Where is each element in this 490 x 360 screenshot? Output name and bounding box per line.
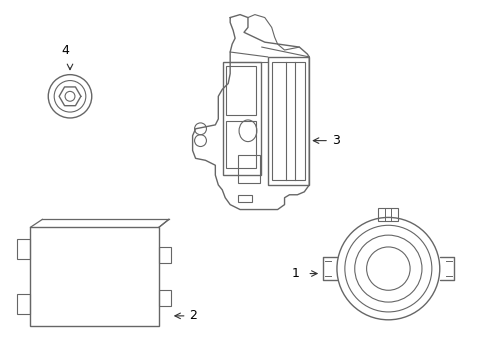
Text: 4: 4 <box>61 44 69 57</box>
Bar <box>271 62 305 180</box>
Bar <box>226 121 256 168</box>
Bar <box>238 195 252 202</box>
Text: 1: 1 <box>292 267 299 280</box>
Text: 3: 3 <box>332 134 340 147</box>
Bar <box>268 57 309 185</box>
Bar <box>17 294 30 314</box>
Bar <box>30 227 159 326</box>
Text: 2: 2 <box>189 309 196 322</box>
Bar <box>159 290 171 306</box>
Bar <box>223 62 261 175</box>
Bar <box>17 239 30 259</box>
Bar <box>226 66 256 115</box>
Bar <box>238 156 260 183</box>
Bar <box>378 208 398 221</box>
Bar <box>159 247 171 263</box>
